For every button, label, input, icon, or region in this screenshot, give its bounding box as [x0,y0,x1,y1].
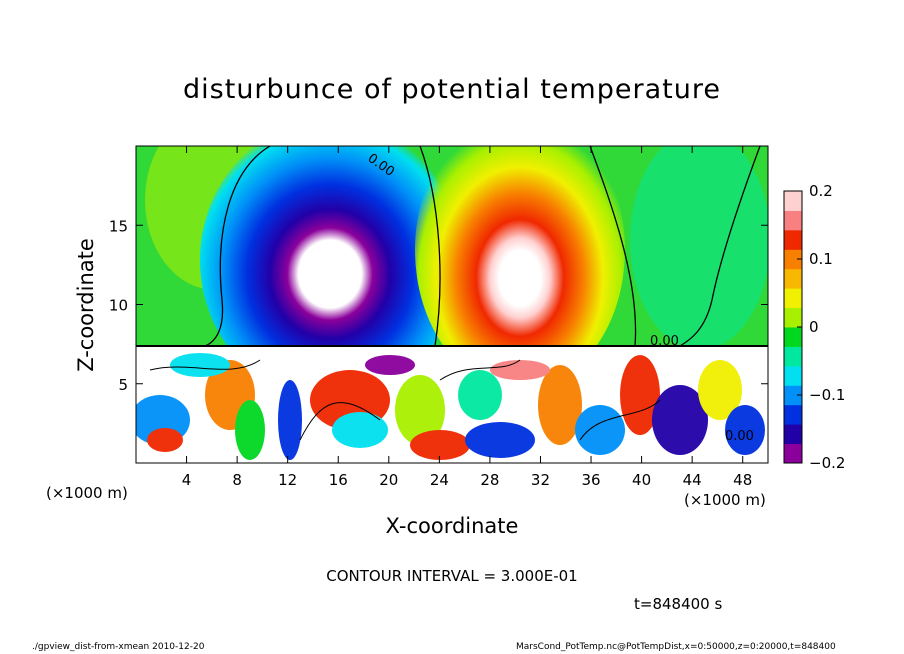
colorbar-tick-label: −0.2 [809,454,845,472]
footer-data-source: MarsCond_PotTemp.nc@PotTempDist,x=0:5000… [516,642,836,652]
colorbar-swatch [784,249,802,270]
contour-zero-left [204,146,271,347]
x-tick-label: 16 [329,471,348,489]
contour-zero-center [419,146,441,347]
contour-label: 0.00 [725,429,754,444]
colorbar-tick-label: −0.1 [809,386,845,404]
x-axis-ticks: 4 8 12 16 20 24 28 32 36 40 44 48 [182,146,752,489]
y-tick-label: 15 [109,217,128,235]
colorbar-tick-label: 0 [809,318,819,336]
x-axis-unit-right: (×1000 m) [684,491,766,509]
y-tick-label: 5 [118,376,128,394]
x-axis-label: X-coordinate [385,514,519,538]
x-tick-label: 36 [581,471,600,489]
heatmap-region-cold-plume [200,146,460,400]
y-axis-ticks: 5 10 15 [109,217,768,394]
colorbar-tick-label: 0.1 [809,250,833,268]
x-tick-label: 20 [379,471,398,489]
colorbar-swatch [784,268,802,289]
heatmap-region-warm-plume [415,146,625,390]
time-label: t=848400 s [634,595,723,613]
colorbar-swatch [784,327,802,347]
chart-title: disturbunce of potential temperature [183,74,721,105]
colorbar-swatch [784,191,802,211]
colorbar-swatch [784,288,802,309]
x-tick-label: 12 [278,471,297,489]
x-tick-label: 24 [430,471,449,489]
heatmap-region-cyan-right [630,146,768,350]
x-tick-label: 40 [632,471,651,489]
colorbar-swatch [784,424,802,445]
colorbar-swatch [784,365,802,386]
footer-script-info: ./gpview_dist-from-xmean 2010-12-20 [32,642,205,652]
x-tick-label: 8 [232,471,242,489]
x-tick-label: 4 [182,471,192,489]
colorbar-swatch [784,229,802,250]
colorbar: −0.2 −0.1 0 0.1 0.2 [783,182,845,472]
colorbar-swatch [784,385,802,406]
x-tick-label: 48 [733,471,752,489]
contour-interval-text: CONTOUR INTERVAL = 3.000E-01 [326,567,578,585]
y-tick-label: 10 [109,297,128,315]
colorbar-swatch [784,210,802,231]
contour-label: 0.00 [650,334,679,349]
x-tick-label: 44 [683,471,702,489]
heatmap-lower-turbulence [136,353,765,460]
heatmap-field [136,146,768,463]
colorbar-swatch [784,404,802,425]
x-tick-label: 28 [480,471,499,489]
colorbar-swatch [784,443,802,464]
colorbar-tick-label: 0.2 [809,182,833,200]
contour-zero-right [679,146,761,347]
colorbar-swatch [784,346,802,367]
y-axis-label: Z-coordinate [74,238,98,372]
x-tick-label: 32 [531,471,550,489]
contour-zero-center-right [589,146,637,347]
contour-lines [136,146,768,441]
colorbar-swatch [784,307,802,328]
x-axis-unit-left: (×1000 m) [46,484,128,502]
